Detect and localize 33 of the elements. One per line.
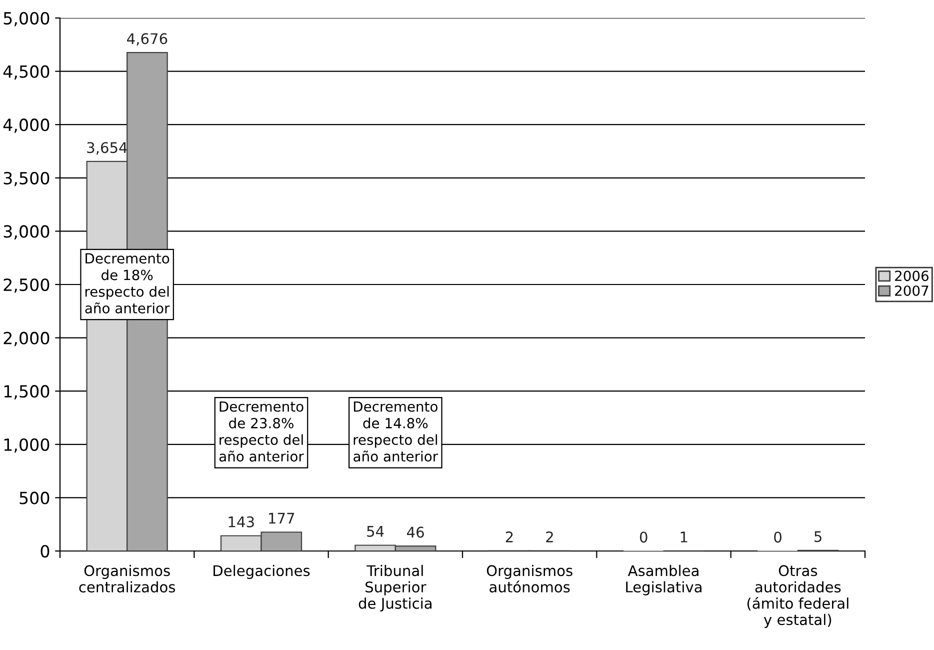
annotation: Decremento de 14.8% respecto del año anterior [354, 401, 438, 462]
y-tick-label: 3,000 [4, 225, 50, 240]
legend-label: 2006 [895, 270, 928, 282]
legend-label: 2007 [895, 285, 928, 296]
y-tick-label: 4,500 [3, 65, 50, 80]
y-tick-label: 500 [20, 492, 50, 504]
data-label: 4,676 [127, 33, 168, 46]
y-tick-label: 0 [40, 544, 50, 558]
data-label: 1 [680, 532, 688, 542]
y-tick-label: 2,500 [4, 278, 50, 293]
y-tick-label: 1,000 [4, 438, 50, 453]
x-tick-label: Delegaciones [214, 564, 310, 580]
data-label: 2 [506, 531, 513, 542]
data-label: 5 [814, 531, 822, 542]
x-tick-label: Organismos autónomos [486, 564, 572, 593]
y-tick-label: 4,000 [3, 118, 50, 133]
annotation: Decremento de 23.8% respecto del año anterior [219, 401, 304, 462]
y-tick-label: 3,500 [4, 172, 50, 186]
x-tick-label: Asamblea Legislativa [626, 564, 702, 596]
data-label: 0 [774, 532, 782, 543]
y-tick-label: 5,000 [4, 12, 50, 26]
data-label: 54 [367, 526, 384, 537]
x-tick-label: Tribunal Superior de Justicia [358, 564, 432, 612]
x-tick-label: Organismos centralizados [79, 564, 176, 593]
y-tick-label: 1,500 [4, 385, 50, 400]
data-label: 2 [546, 531, 553, 542]
data-label: 177 [269, 512, 294, 524]
x-tick-label: Otras autoridades (ámito federal y estatal) [747, 565, 848, 628]
data-label: 143 [228, 516, 254, 528]
y-tick-label: 2,000 [4, 332, 50, 346]
data-label: 0 [640, 532, 648, 543]
data-label: 46 [406, 526, 424, 538]
annotation: Decremento de 18% respecto del año anterior [85, 253, 170, 314]
